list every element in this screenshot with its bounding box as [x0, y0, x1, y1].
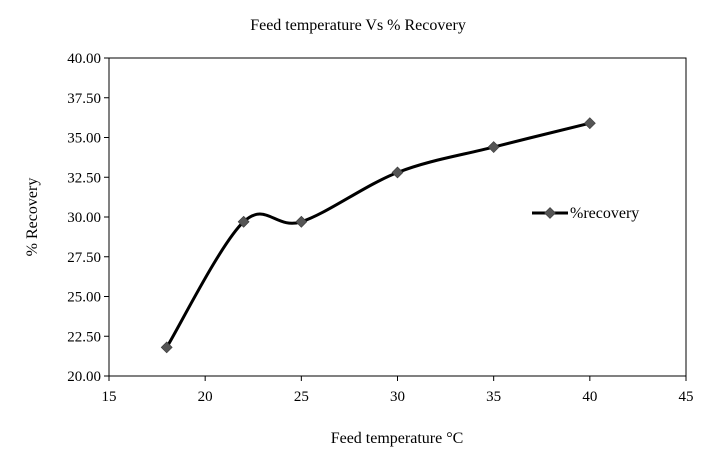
x-tick-label: 25	[294, 389, 309, 405]
y-tick-label: 32.50	[67, 170, 101, 186]
y-tick-label: 40.00	[67, 51, 101, 67]
legend: %recovery	[532, 205, 639, 222]
chart-title: Feed temperature Vs % Recovery	[250, 17, 466, 34]
y-tick-label: 20.00	[67, 369, 101, 385]
x-tick-label: 20	[198, 389, 213, 405]
x-tick-label: 35	[486, 389, 501, 405]
data-point	[295, 215, 308, 228]
legend-label: %recovery	[570, 205, 639, 222]
y-tick-label: 27.50	[67, 250, 101, 266]
x-tick-label: 30	[390, 389, 405, 405]
x-tick-label: 40	[582, 389, 597, 405]
y-tick-label: 25.00	[67, 290, 101, 306]
legend-marker	[544, 207, 556, 219]
series-line-recovery	[165, 121, 591, 349]
series-layer	[160, 117, 596, 354]
data-point	[237, 215, 250, 228]
data-point	[487, 141, 500, 153]
x-axis: 15 20 25 30 35 40 45	[102, 376, 694, 405]
y-tick-label: 30.00	[67, 210, 101, 226]
data-point	[391, 166, 404, 179]
y-tick-label: 22.50	[67, 329, 101, 345]
x-tick-label: 15	[102, 389, 117, 405]
x-axis-label: Feed temperature °C	[331, 430, 464, 447]
data-point	[160, 341, 173, 354]
data-point	[583, 117, 596, 130]
y-tick-label: 37.50	[67, 91, 101, 107]
y-tick-label: 35.00	[67, 131, 101, 147]
x-tick-label: 45	[679, 389, 694, 405]
y-axis-label: % Recovery	[24, 178, 41, 257]
y-axis: 20.00 22.50 25.00 27.50 30.00 32.50 35.00 37.50…	[67, 51, 109, 385]
